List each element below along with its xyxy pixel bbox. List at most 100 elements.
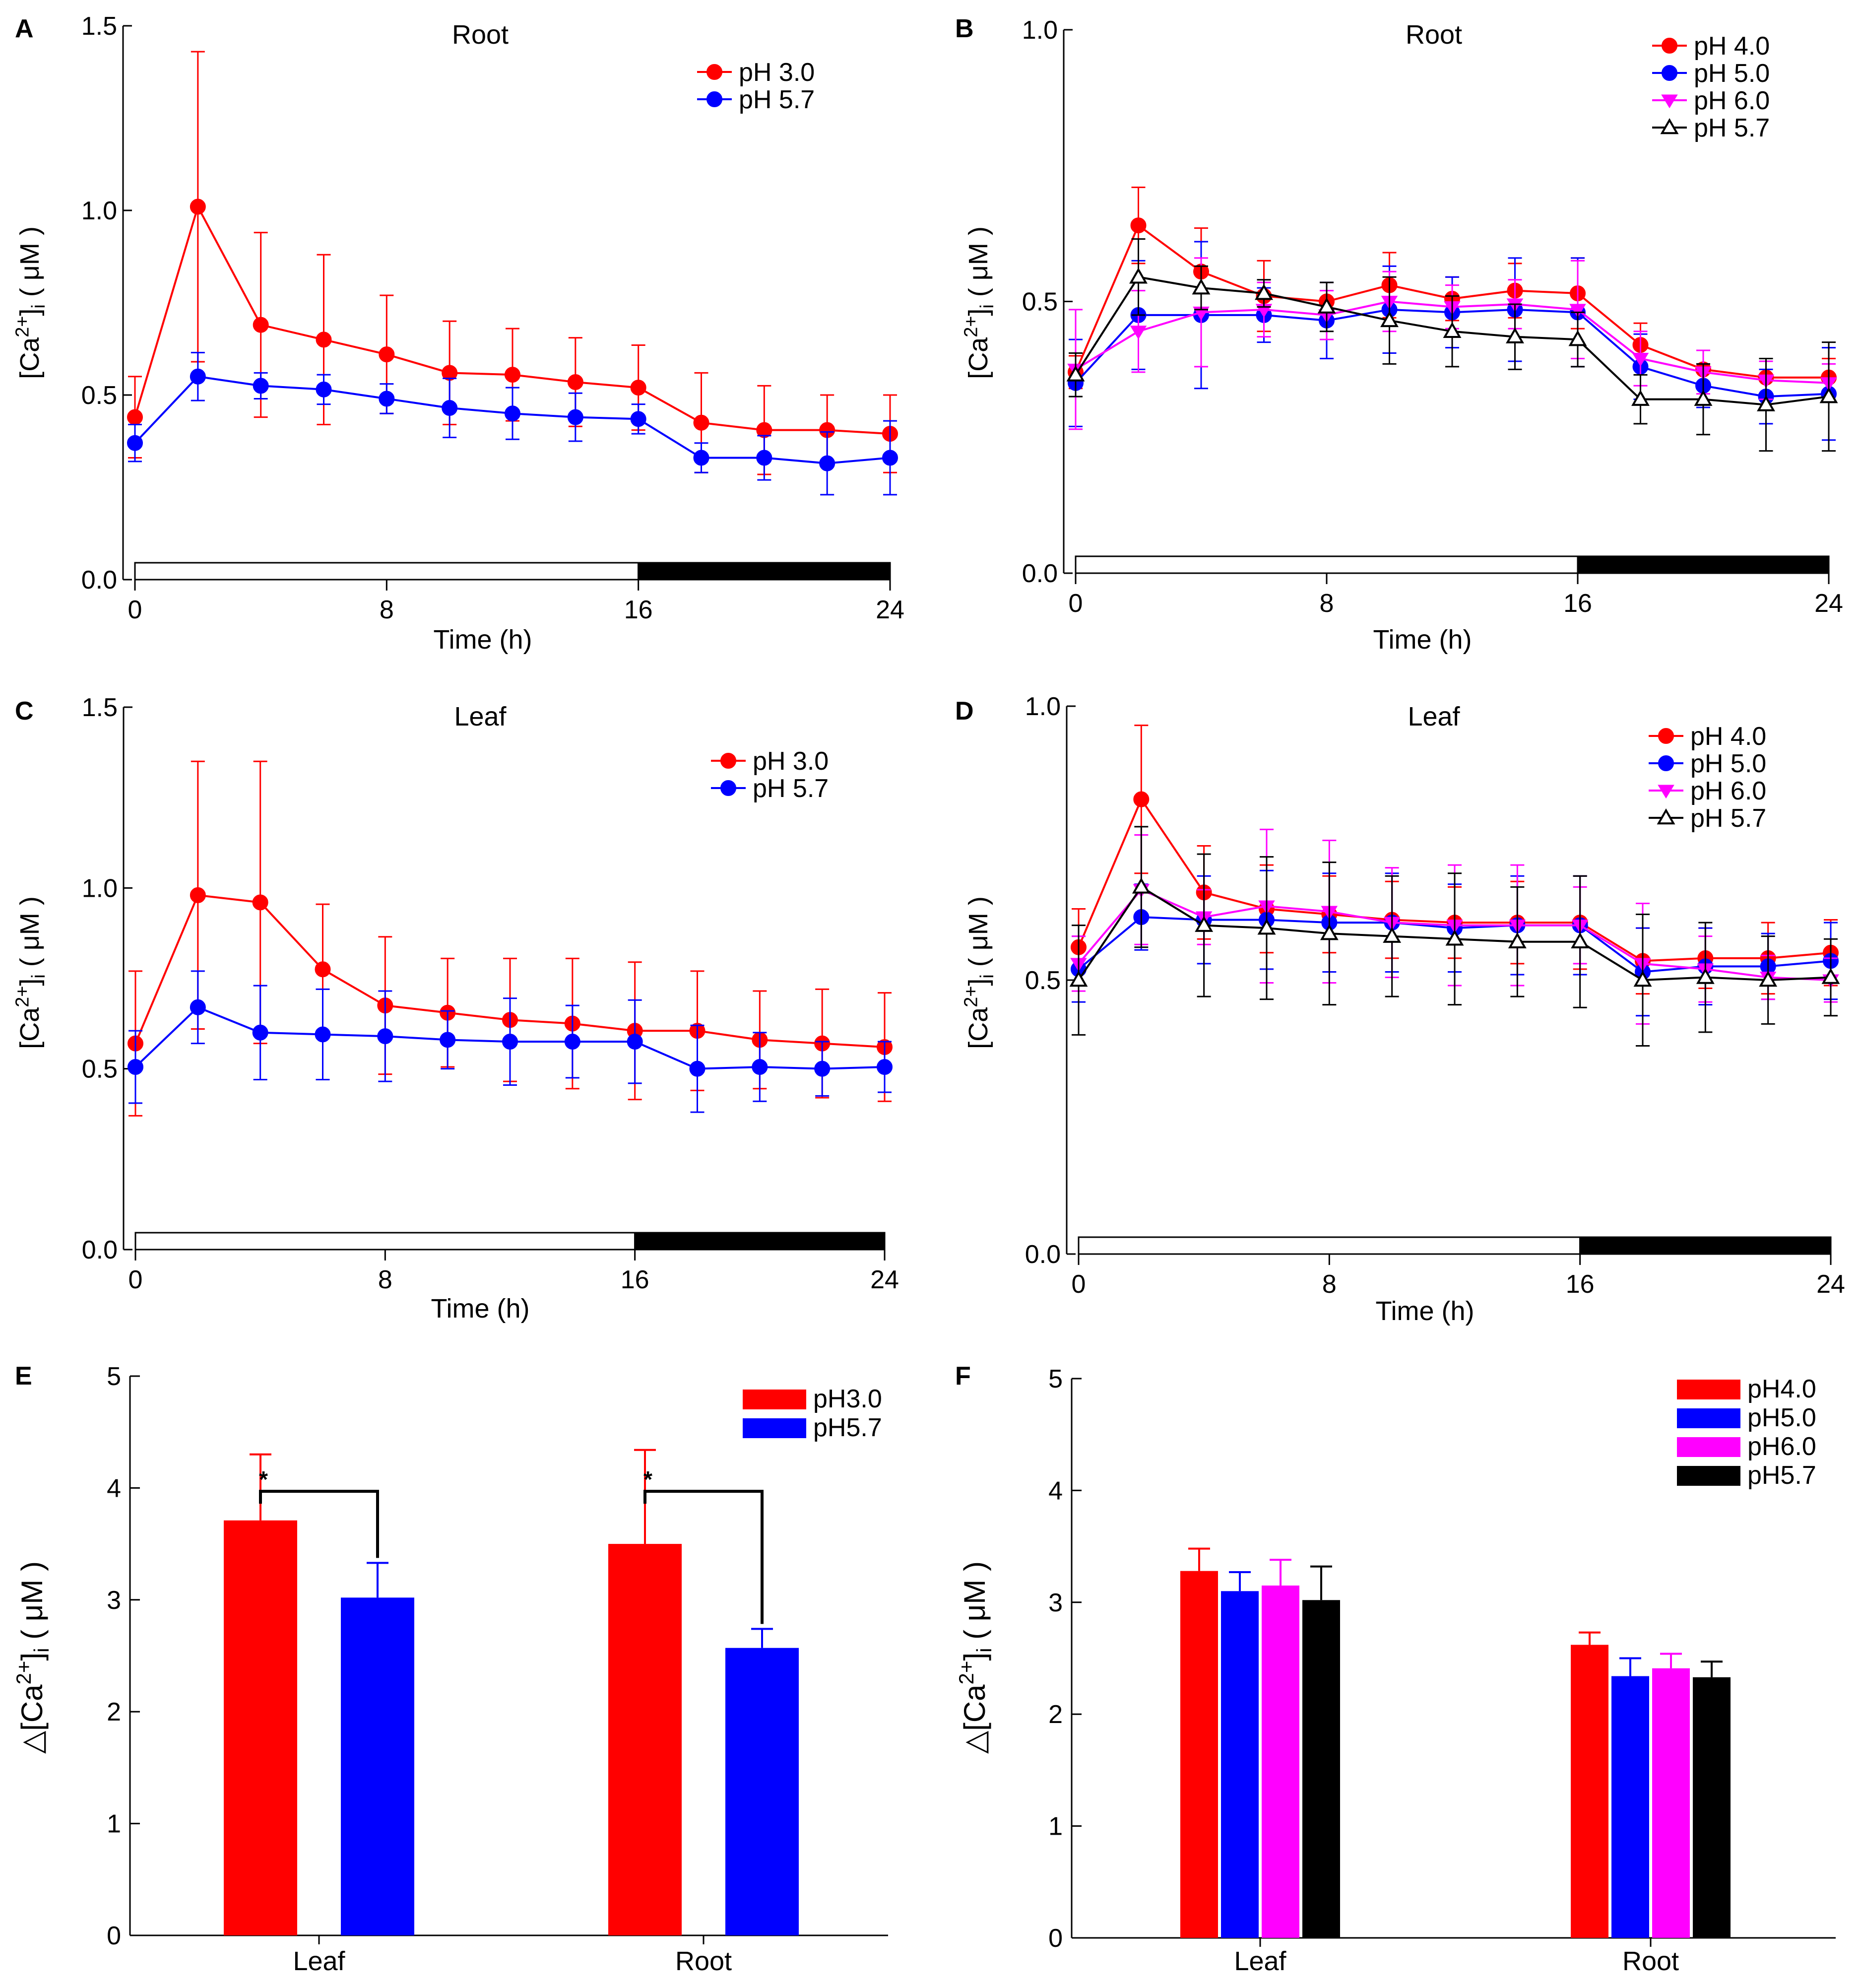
legend-entry: pH 3.0 xyxy=(711,747,829,776)
legend-entry: pH 5.7 xyxy=(697,85,815,114)
panel-E: 0 1 2 3 4 5 Leaf Root E △[Ca2+]i ( μM ) pH3.0pH5.7… xyxy=(12,1362,888,1976)
y-label-unit: ( μM ) xyxy=(963,226,993,304)
data-point xyxy=(1257,919,1276,935)
data-point xyxy=(1383,927,1402,943)
y-axis-label: [Ca2+]i ( μM ) xyxy=(961,896,997,1049)
y-label-unit: ( μM ) xyxy=(15,226,45,304)
y-tick-label: 0.0 xyxy=(1022,559,1058,588)
legend-label: pH 5.0 xyxy=(1694,59,1770,88)
legend-label: pH5.0 xyxy=(1747,1403,1816,1432)
data-point xyxy=(440,1032,456,1048)
data-point xyxy=(505,367,520,383)
y-label-subscript: i xyxy=(977,304,998,308)
y-tick-label: 0 xyxy=(1048,1924,1063,1953)
data-point xyxy=(720,780,736,796)
data-point xyxy=(316,381,332,398)
bar xyxy=(1302,1600,1340,1938)
legend-label: pH 5.7 xyxy=(753,774,829,803)
x-tick-label: 0 xyxy=(128,1265,143,1294)
data-point xyxy=(1568,330,1587,346)
x-tick-label: 8 xyxy=(1320,589,1334,618)
y-label-superscript: 2+ xyxy=(12,986,33,1007)
series-pH-5.7 xyxy=(1069,826,1840,1047)
data-point xyxy=(1696,968,1715,984)
legend-entry: pH 5.0 xyxy=(1652,59,1770,88)
y-label-main: [Ca xyxy=(963,337,993,379)
legend-label: pH 3.0 xyxy=(753,747,829,776)
light-period-bar xyxy=(134,1232,636,1251)
series-pH5.7 xyxy=(1302,1565,1731,1938)
y-label-main: [Ca xyxy=(15,1007,45,1049)
bar xyxy=(725,1648,799,1935)
y-label-superscript: 2+ xyxy=(961,986,981,1007)
y-axis-label-text: [Ca2+]i ( μM ) xyxy=(12,226,49,379)
data-point xyxy=(1657,808,1675,825)
series-pH6.0 xyxy=(1262,1559,1690,1938)
series-pH-5.7 xyxy=(1066,238,1838,452)
legend-entry: pH5.7 xyxy=(743,1413,882,1442)
legend-entry: pH 5.7 xyxy=(711,774,829,803)
data-point xyxy=(1694,390,1713,406)
y-tick-label: 0.0 xyxy=(81,566,117,595)
legend-swatch xyxy=(743,1418,806,1438)
legend-label: pH 5.7 xyxy=(739,85,815,114)
data-point xyxy=(1660,118,1679,134)
legend-label: pH6.0 xyxy=(1747,1432,1816,1461)
data-point xyxy=(1069,970,1088,987)
y-tick-label: 0.0 xyxy=(1025,1240,1061,1269)
y-axis-label: [Ca2+]i ( μM ) xyxy=(12,226,49,379)
y-axis-label: △[Ca2+]i ( μM ) xyxy=(955,1561,996,1754)
legend-entry: pH 5.7 xyxy=(1652,114,1770,142)
legend-label: pH 5.7 xyxy=(1694,114,1770,142)
bar xyxy=(1262,1585,1299,1938)
chart-title: Root xyxy=(1406,20,1462,50)
category-label: Leaf xyxy=(1234,1946,1286,1976)
y-tick-label: 0.5 xyxy=(82,1055,118,1084)
y-axis-label: △[Ca2+]i ( μM ) xyxy=(12,1561,53,1754)
series-pH-5.7 xyxy=(128,970,893,1113)
data-point xyxy=(630,411,646,427)
y-label-superscript: 2+ xyxy=(961,316,981,337)
data-point xyxy=(1380,311,1399,328)
legend-entry: pH 6.0 xyxy=(1652,86,1770,115)
y-tick-label: 5 xyxy=(1048,1365,1063,1393)
x-tick-label: 0 xyxy=(128,596,142,624)
data-point xyxy=(627,1034,643,1050)
y-tick-label: 0.5 xyxy=(1025,966,1061,995)
data-point xyxy=(1662,65,1677,81)
x-tick-label: 8 xyxy=(378,1265,392,1294)
data-point xyxy=(567,409,583,425)
x-tick-label: 8 xyxy=(380,596,394,624)
legend-label: pH4.0 xyxy=(1747,1375,1816,1403)
data-point xyxy=(693,414,709,431)
x-tick-label: 16 xyxy=(624,596,653,624)
panel-label: A xyxy=(15,14,34,43)
data-point xyxy=(1633,970,1652,987)
data-point xyxy=(1317,297,1336,314)
legend-entry: pH 5.0 xyxy=(1649,749,1766,778)
x-tick-label: 16 xyxy=(621,1265,649,1294)
data-point xyxy=(706,64,722,80)
delta-symbol: △ xyxy=(15,1731,49,1754)
category-label: Root xyxy=(1622,1946,1679,1976)
bar xyxy=(1693,1677,1731,1938)
data-point xyxy=(127,435,143,451)
data-point xyxy=(1658,785,1674,799)
data-point xyxy=(752,1059,768,1075)
axes: 0 1 2 3 4 5 Leaf Root xyxy=(1048,1365,1836,1976)
y-tick-label: 1.5 xyxy=(82,693,118,722)
significance-label: * xyxy=(259,1466,268,1492)
data-point xyxy=(316,331,332,348)
x-tick-label: 0 xyxy=(1072,1270,1086,1299)
legend-label: pH 5.0 xyxy=(1690,749,1766,778)
y-axis-label-text: [Ca2+]i ( μM ) xyxy=(961,226,997,379)
y-label-subscript: i xyxy=(977,974,998,978)
data-point xyxy=(1320,924,1339,940)
light-period-bar xyxy=(1075,555,1579,574)
bar xyxy=(1611,1676,1649,1938)
data-point xyxy=(882,450,898,466)
category-label: Leaf xyxy=(293,1946,345,1976)
axes: 0.0 0.5 1.0 1.5 0 8 16 24 xyxy=(82,693,899,1294)
panel-label: B xyxy=(955,14,974,43)
panel-label: F xyxy=(955,1362,971,1391)
